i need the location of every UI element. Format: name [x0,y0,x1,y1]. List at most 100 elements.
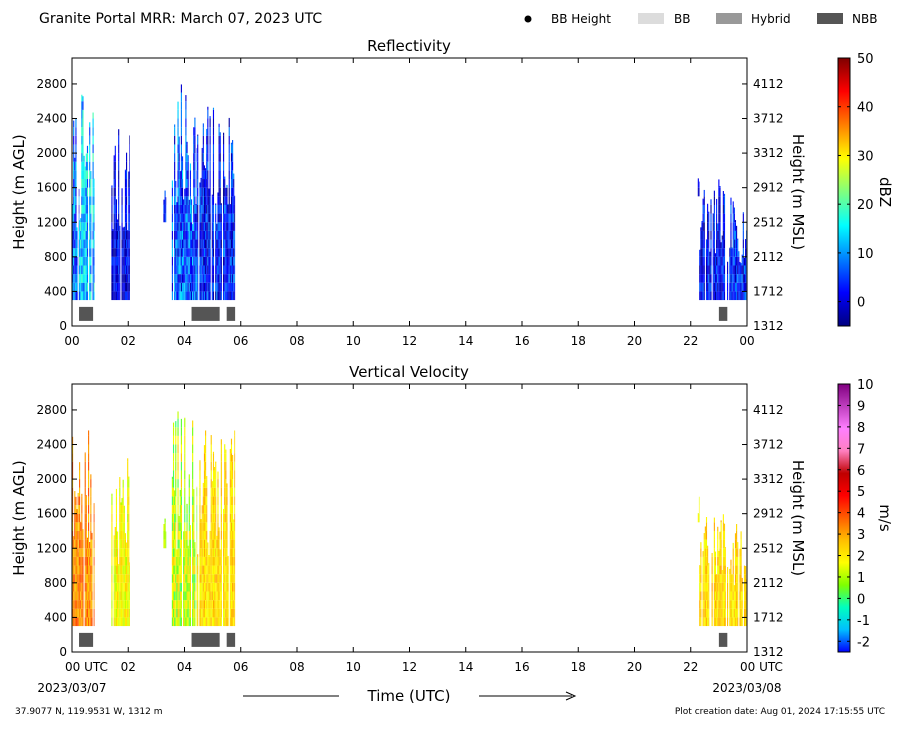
reflectivity-echo-cell [215,204,217,214]
reflectivity-echo-cell [720,291,722,301]
velocity-echo-cell [214,479,216,488]
reflectivity-echo-cell [81,179,83,188]
velocity-echo-cell [200,617,202,627]
velocity-echo-cell [732,608,734,618]
velocity-echo-cell [713,556,715,566]
reflectivity-echo-cell [702,291,704,301]
reflectivity-echo-cell [89,291,91,301]
reflectivity-echo-cell [185,101,187,110]
velocity-echo-cell [179,608,181,618]
velocity-echo-cell [730,574,732,583]
reflectivity-echo-cell [177,179,179,188]
reflectivity-echo-cell [230,196,233,205]
reflectivity-echo-cell [89,265,91,275]
velocity-echo-cell [189,600,191,609]
reflectivity-echo-cell [234,256,236,266]
reflectivity-echo-cell [181,179,184,188]
reflectivity-echo-cell [232,213,234,223]
velocity-echo-cell [187,556,189,566]
reflectivity-echo-cell [200,282,202,292]
velocity-echo-cell [126,608,128,618]
reflectivity-x-tick-label: 12 [402,334,417,348]
reflectivity-echo-cell [737,238,739,240]
velocity-echo-cell [708,608,710,618]
reflectivity-echo-cell [739,291,741,301]
velocity-echo-cell [714,565,717,575]
reflectivity-echo-cell [708,213,710,223]
velocity-echo-cell [192,600,194,609]
velocity-echo-cell [91,539,93,549]
reflectivity-echo-cell [124,187,126,197]
velocity-echo-cell [90,548,92,557]
reflectivity-echo-cell [228,144,230,154]
reflectivity-echo-cell [700,282,702,292]
reflectivity-echo-cell [115,282,118,292]
legend-hybrid-label: Hybrid [751,12,791,26]
velocity-echo-cell [175,461,177,471]
velocity-echo-cell [202,617,204,627]
velocity-echo-cell [740,565,742,575]
velocity-echo-cell [79,513,81,523]
velocity-echo-cell [128,600,130,609]
velocity-echo-cell [209,582,211,592]
velocity-echo-cell [216,535,218,540]
velocity-echo-cell [127,505,129,514]
reflectivity-echo-cell [205,291,207,301]
velocity-echo-cell [220,608,222,618]
reflectivity-echo-cell [75,213,77,223]
reflectivity-echo-cell [184,204,186,214]
velocity-echo-cell [702,565,704,575]
velocity-echo-cell [185,582,187,592]
reflectivity-echo-cell [164,196,166,205]
reflectivity-echo-cell [86,291,89,301]
velocity-echo-cell [192,461,194,471]
velocity-echo-cell [175,539,177,549]
velocity-echo-cell [86,608,89,618]
velocity-echo-cell [202,591,204,601]
reflectivity-echo-cell [205,248,207,257]
velocity-echo-cell [193,617,195,627]
velocity-echo-cell [730,617,732,627]
reflectivity-echo-cell [732,248,734,257]
velocity-y-axis-label: Height (m AGL) [10,460,28,575]
velocity-colorbar-label: m/s [876,504,894,532]
velocity-echo-cell [216,600,218,609]
reflectivity-echo-cell [114,274,116,283]
reflectivity-echo-cell [194,230,196,240]
reflectivity-echo-cell [126,187,128,197]
reflectivity-echo-cell [79,291,81,301]
velocity-echo-cell [119,539,121,549]
velocity-echo-cell [212,453,215,462]
reflectivity-echo-cell [176,274,178,283]
reflectivity-echo-cell [733,207,735,214]
reflectivity-echo-cell [175,282,177,292]
reflectivity-echo-cell [83,239,85,249]
velocity-echo-cell [234,430,236,436]
reflectivity-echo-cell [118,187,120,197]
velocity-echo-cell [212,451,215,454]
reflectivity-echo-cell [117,219,119,223]
reflectivity-echo-cell [180,118,182,128]
velocity-echo-cell [716,600,718,609]
reflectivity-echo-cell [83,274,85,283]
reflectivity-echo-cell [200,274,202,283]
reflectivity-echo-cell [714,291,717,301]
velocity-echo-cell [230,539,233,549]
reflectivity-echo-cell [119,248,121,257]
reflectivity-echo-cell [205,230,207,240]
velocity-echo-cell [699,582,701,592]
velocity-echo-cell [114,548,116,557]
reflectivity-echo-cell [171,230,173,240]
velocity-echo-cell [743,565,746,575]
velocity-echo-cell [111,608,113,618]
reflectivity-echo-cell [180,127,182,136]
velocity-echo-cell [713,574,715,583]
reflectivity-echo-cell [223,265,225,275]
velocity-echo-cell [172,427,175,436]
velocity-echo-cell [188,582,190,592]
velocity-echo-cell [93,522,95,531]
velocity-echo-cell [115,530,118,540]
velocity-echo-cell [203,608,206,618]
reflectivity-echo-cell [196,282,198,292]
